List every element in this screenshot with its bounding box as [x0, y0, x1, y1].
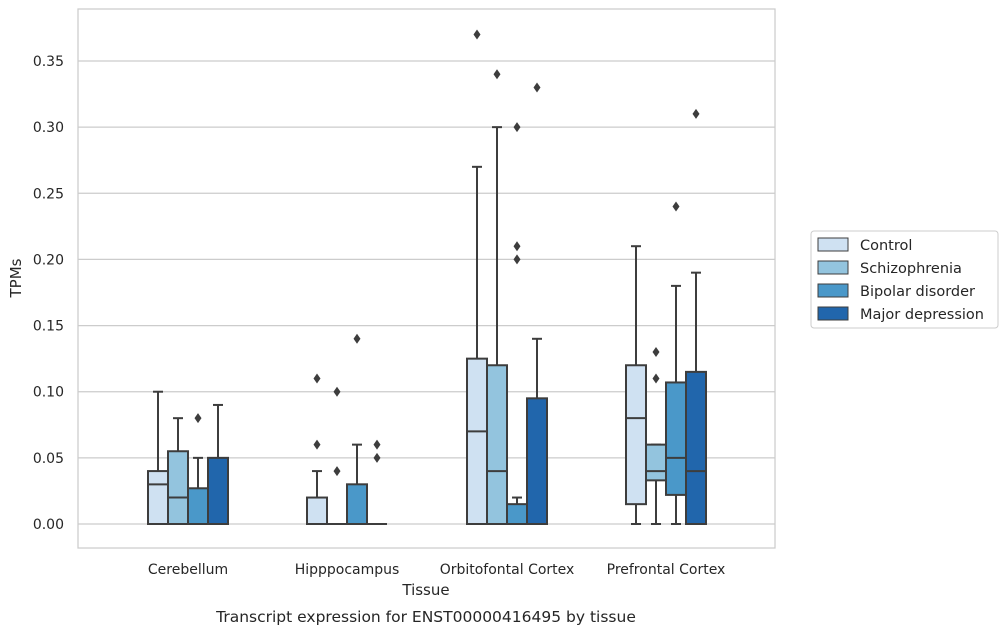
legend-label: Control	[860, 238, 912, 254]
y-tick-label: 0.35	[33, 54, 64, 70]
outlier-point	[373, 452, 381, 463]
box	[167, 450, 189, 525]
legend-label: Bipolar disorder	[860, 284, 975, 300]
box-group	[506, 122, 528, 525]
box-group	[486, 69, 508, 525]
y-tick-label: 0.00	[33, 517, 64, 533]
box	[187, 487, 209, 526]
chart-caption: Transcript expression for ENST0000041649…	[215, 608, 636, 626]
x-tick-label: Orbitofontal Cortex	[440, 562, 575, 578]
legend-frame	[810, 230, 999, 329]
legend-swatch	[817, 283, 849, 298]
box	[466, 357, 488, 525]
legend: Control Schizophrenia Bipolar disorder Majo…	[810, 230, 999, 329]
boxes	[147, 29, 707, 526]
outlier-point	[313, 439, 321, 450]
box-group	[207, 403, 229, 526]
plot-frame	[77, 8, 776, 549]
outlier-point	[513, 122, 521, 133]
box	[665, 381, 687, 496]
box	[486, 364, 508, 525]
legend-label: Major depression	[860, 307, 984, 323]
y-tick-label: 0.30	[33, 120, 64, 136]
x-tick-label: Prefrontal Cortex	[607, 562, 726, 578]
box-group	[327, 386, 347, 525]
box	[685, 370, 707, 525]
outlier-point	[533, 82, 541, 93]
outlier-point	[652, 373, 660, 384]
outlier-point	[473, 29, 481, 40]
legend-swatch	[817, 306, 849, 321]
box	[526, 397, 548, 526]
outlier-point	[194, 413, 202, 424]
outlier-point	[513, 254, 521, 265]
x-tick-label: Cerebellum	[148, 562, 228, 578]
box	[306, 496, 328, 525]
outlier-point	[313, 373, 321, 384]
outlier-point	[353, 333, 361, 344]
legend-swatch	[817, 260, 849, 275]
y-tick-label: 0.20	[33, 252, 64, 268]
box-group	[187, 413, 209, 526]
box-group	[147, 390, 169, 526]
box	[645, 443, 667, 482]
outlier-point	[373, 439, 381, 450]
box-group	[665, 201, 687, 525]
y-tick-label: 0.10	[33, 385, 64, 401]
outlier-point	[513, 241, 521, 252]
box-group	[526, 82, 548, 526]
legend-label: Schizophrenia	[860, 261, 962, 277]
x-axis-title: Tissue	[401, 581, 449, 599]
box-group	[306, 373, 328, 525]
x-tick-labels: Cerebellum Hipppocampus Orbitofontal Corte…	[148, 562, 725, 578]
legend-swatch	[817, 237, 849, 252]
box	[625, 364, 647, 506]
box	[147, 470, 169, 526]
box-group	[367, 439, 387, 525]
box	[506, 503, 528, 525]
outlier-point	[652, 347, 660, 358]
box-group	[625, 245, 647, 525]
y-tick-label: 0.25	[33, 186, 64, 202]
y-tick-label: 0.15	[33, 319, 64, 335]
box	[207, 456, 229, 526]
y-tick-label: 0.05	[33, 451, 64, 467]
box-group	[685, 108, 707, 525]
outlier-point	[493, 69, 501, 80]
y-axis-title: TPMs	[7, 258, 25, 298]
x-tick-label: Hipppocampus	[295, 562, 400, 578]
box-group	[466, 29, 488, 525]
box-group	[346, 333, 368, 526]
y-tick-labels: 0.00 0.05 0.10 0.15 0.20 0.25 0.30 0.35	[33, 54, 64, 533]
box	[346, 483, 368, 526]
outlier-point	[672, 201, 680, 212]
outlier-point	[333, 386, 341, 397]
outlier-point	[333, 466, 341, 477]
box-group	[167, 417, 189, 525]
box-group	[645, 347, 667, 525]
outlier-point	[692, 108, 700, 119]
